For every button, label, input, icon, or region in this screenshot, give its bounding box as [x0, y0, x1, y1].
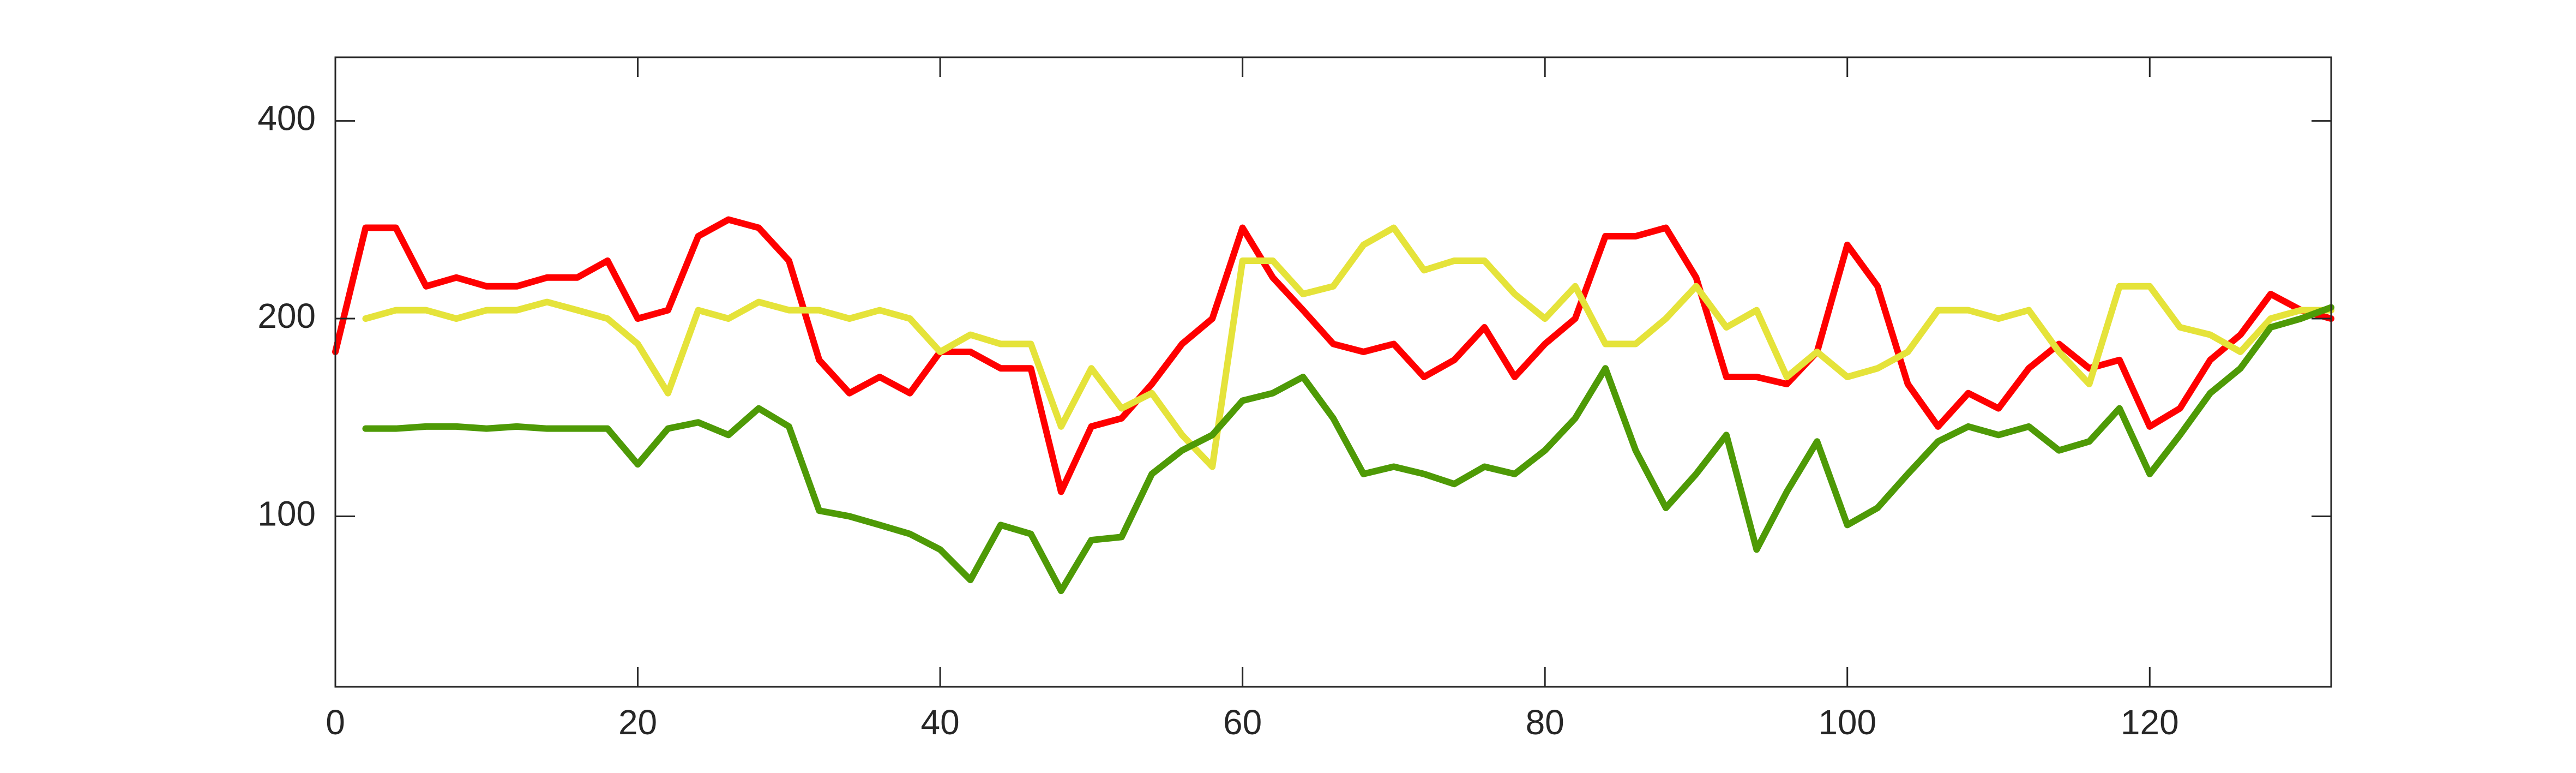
x-tick-label: 20	[618, 703, 657, 742]
x-tick-label: 80	[1526, 703, 1564, 742]
x-tick-label: 60	[1223, 703, 1262, 742]
plot-frame	[334, 56, 2332, 688]
y-tick-label: 400	[257, 99, 316, 138]
data-line	[362, 224, 2334, 470]
x-tick-label: 0	[326, 703, 345, 742]
data-line	[362, 304, 2334, 595]
x-tick-label: 120	[2121, 703, 2179, 742]
y-tick-label: 100	[257, 494, 316, 533]
x-tick-label: 100	[1818, 703, 1876, 742]
y-tick-label: 200	[257, 296, 316, 335]
data-line	[332, 216, 2334, 495]
x-tick-label: 40	[920, 703, 959, 742]
